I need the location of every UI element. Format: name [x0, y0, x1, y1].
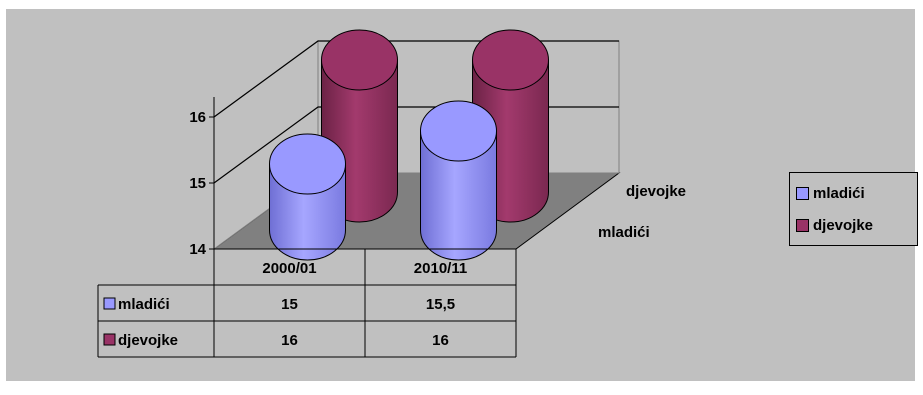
cylinder-top	[472, 29, 549, 91]
chart-area: 14 15 16 djevojke mladići 2000/01 2010/11 mla…	[6, 9, 918, 381]
legend-swatch-0	[796, 186, 809, 200]
cylinder-chart: 14 15 16 djevojke mladići 2000/01 2010/11 mla…	[97, 29, 686, 358]
cylinder-body	[420, 130, 497, 261]
table-cell-1-1: 16	[432, 332, 449, 349]
legend-item-0: mladići	[796, 183, 865, 203]
table-row-swatch-1	[103, 333, 116, 346]
cylinder-top	[321, 29, 398, 91]
table-cell-0-1: 15,5	[426, 296, 455, 313]
table-row-label-1: djevojke	[118, 332, 178, 349]
cylinder-0-0	[269, 133, 346, 261]
table-cell-1-0: 16	[281, 332, 298, 349]
table-header-1: 2010/11	[414, 260, 467, 277]
legend: mladići djevojke	[789, 172, 918, 246]
cylinder-0-1	[420, 100, 497, 261]
table-row-label-0: mladići	[118, 296, 170, 313]
y-tick-label: 14	[189, 241, 206, 258]
legend-swatch-1	[796, 218, 809, 232]
legend-label-1: djevojke	[813, 216, 874, 234]
y-tick-label: 15	[189, 175, 206, 192]
cylinder-top	[269, 133, 346, 195]
legend-item-1: djevojke	[796, 215, 873, 235]
table-header-0: 2000/01	[262, 260, 316, 277]
depth-label-0: djevojke	[626, 183, 686, 200]
legend-label-0: mladići	[813, 184, 865, 202]
table-row-swatch-0	[103, 297, 116, 310]
y-tick-label: 16	[189, 109, 206, 126]
depth-label-1: mladići	[598, 224, 650, 241]
cylinder-top	[420, 100, 497, 162]
table-cell-0-0: 15	[281, 296, 298, 313]
